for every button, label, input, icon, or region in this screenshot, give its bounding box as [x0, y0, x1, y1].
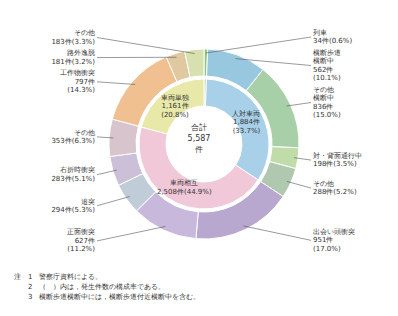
svg-text:正面衝突627件(11.2%): 正面衝突627件(11.2%)	[67, 228, 95, 253]
svg-text:その他288件(5.2%): その他288件(5.2%)	[313, 180, 357, 197]
html-text:2 （ ）内は，発生件数の構成率である。: 2 （ ）内は，発生件数の構成率である。	[14, 283, 166, 291]
svg-text:列車34件(0.6%): 列車34件(0.6%)	[313, 29, 352, 46]
svg-text:人対車両1,884件(33.7%): 人対車両1,884件(33.7%)	[232, 110, 260, 135]
html-text:3 横断歩道横断中には，横断歩道付近横断中を含む。: 3 横断歩道横断中には，横断歩道付近横断中を含む。	[14, 293, 201, 301]
html-text:注 1 警察庁資料による。: 注 1 警察庁資料による。	[14, 273, 103, 281]
svg-text:車両単独1,161件(20.8%): 車両単独1,161件(20.8%)	[161, 94, 189, 119]
svg-text:右折時衝突283件(5.1%): 右折時衝突283件(5.1%)	[51, 166, 95, 183]
html-text:合計 5,587 件: 合計 5,587 件	[187, 122, 211, 154]
svg-text:追突294件(5.3%): 追突294件(5.3%)	[51, 198, 95, 215]
svg-text:路外逸脱181件(3.2%): 路外逸脱181件(3.2%)	[51, 49, 95, 65]
svg-text:その他横断中836件(15.0%): その他横断中836件(15.0%)	[313, 86, 341, 120]
svg-text:横断歩道横断中562件(10.1%): 横断歩道横断中562件(10.1%)	[313, 49, 341, 83]
svg-text:対・背面通行中198件(3.5%): 対・背面通行中198件(3.5%)	[313, 152, 362, 169]
svg-text:工作物衝突797件(14.3%): 工作物衝突797件(14.3%)	[60, 69, 95, 94]
svg-text:車両相互2,508件(44.9%): 車両相互2,508件(44.9%)	[157, 179, 212, 196]
svg-text:出会い頭衝突951件(17.0%): 出会い頭衝突951件(17.0%)	[313, 228, 355, 253]
svg-text:その他183件(3.3%): その他183件(3.3%)	[51, 29, 95, 46]
svg-text:その他353件(6.3%): その他353件(6.3%)	[51, 129, 95, 146]
